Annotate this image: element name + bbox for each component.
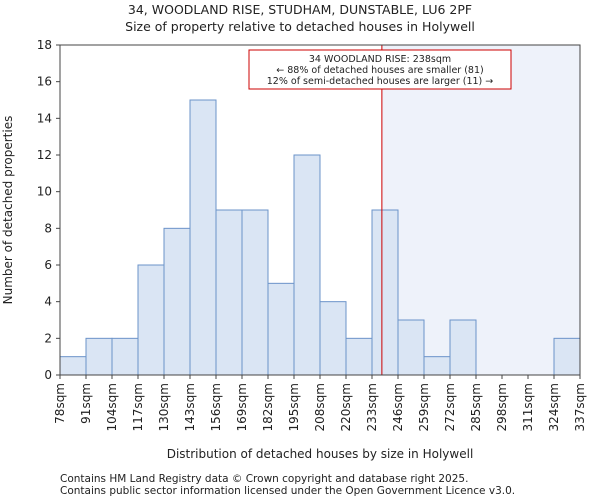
histogram-bar	[449, 319, 477, 376]
footer-licence: Contains public sector information licen…	[60, 485, 516, 497]
annotation-line-3: 12% of semi-detached houses are larger (…	[267, 76, 494, 87]
histogram-bar	[345, 337, 373, 376]
histogram-bar	[553, 337, 581, 376]
histogram-bar	[267, 282, 295, 376]
histogram-bar	[293, 154, 321, 376]
chart-title: Size of property relative to detached ho…	[125, 19, 475, 34]
y-tick-label: 4	[44, 295, 52, 309]
x-tick-label: 220sqm	[339, 383, 353, 431]
x-tick-label: 104sqm	[105, 383, 119, 431]
x-tick-label: 156sqm	[209, 383, 223, 431]
x-tick-label: 298sqm	[495, 383, 509, 431]
y-tick-label: 12	[37, 148, 52, 162]
x-tick-label: 91sqm	[79, 383, 93, 424]
annotation-box	[248, 49, 512, 90]
y-tick-label: 16	[37, 75, 52, 89]
x-tick-label: 259sqm	[417, 383, 431, 431]
x-tick-label: 208sqm	[313, 383, 327, 431]
chart-title-address: 34, WOODLAND RISE, STUDHAM, DUNSTABLE, L…	[127, 2, 473, 17]
y-tick-label: 0	[44, 368, 52, 382]
x-tick-label: 195sqm	[287, 383, 301, 431]
y-tick-label: 2	[44, 331, 52, 345]
histogram-bar	[215, 209, 243, 376]
x-tick-label: 272sqm	[443, 383, 457, 431]
histogram-bar	[59, 356, 87, 376]
histogram-bar	[397, 319, 425, 376]
histogram-bar	[241, 209, 269, 376]
x-tick-label: 117sqm	[131, 383, 145, 431]
x-axis-label: Distribution of detached houses by size …	[167, 447, 474, 461]
x-tick-label: 130sqm	[157, 383, 171, 431]
histogram-bar	[319, 301, 347, 376]
histogram-bar	[189, 99, 217, 376]
histogram-bar	[423, 356, 451, 376]
y-axis-label: Number of detached properties	[1, 116, 15, 305]
x-tick-label: 169sqm	[235, 383, 249, 431]
y-tick-label: 10	[37, 185, 52, 199]
histogram-bar	[111, 337, 139, 376]
y-tick-label: 14	[37, 111, 52, 125]
x-tick-label: 143sqm	[183, 383, 197, 431]
annotation-line-2: ← 88% of detached houses are smaller (81…	[276, 65, 483, 76]
histogram-bar	[85, 337, 113, 376]
x-tick-label: 182sqm	[261, 383, 275, 431]
annotation-line-1: 34 WOODLAND RISE: 238sqm	[309, 54, 451, 65]
histogram-bar	[163, 227, 191, 376]
x-tick-label: 337sqm	[573, 383, 587, 431]
histogram-bar	[137, 264, 165, 376]
histogram-bar	[371, 209, 399, 376]
footer-copyright: Contains HM Land Registry data © Crown c…	[60, 473, 469, 485]
y-tick-label: 6	[44, 258, 52, 272]
x-tick-label: 311sqm	[521, 383, 535, 431]
x-tick-label: 78sqm	[53, 383, 67, 424]
x-tick-label: 246sqm	[391, 383, 405, 431]
y-tick-label: 8	[44, 221, 52, 235]
y-tick-label: 18	[37, 38, 52, 52]
x-tick-label: 285sqm	[469, 383, 483, 431]
x-tick-label: 324sqm	[547, 383, 561, 431]
x-tick-label: 233sqm	[365, 383, 379, 431]
